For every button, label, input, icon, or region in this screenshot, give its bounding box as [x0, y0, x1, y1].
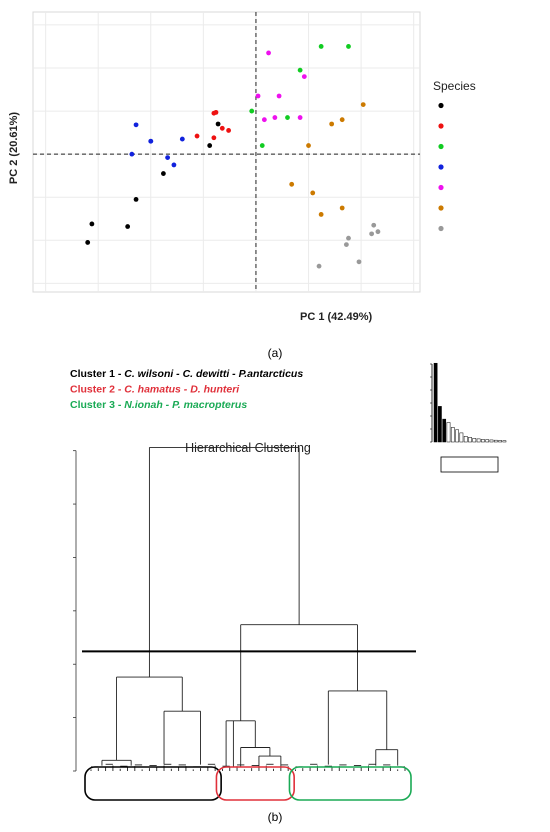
cluster-legend-prefix: Cluster 1 -	[70, 368, 124, 380]
scatter-point-series-6	[371, 222, 377, 228]
cluster-legend-entry: Cluster 3 - N.ionah - P. macropterus	[70, 399, 247, 411]
scatter-point-series-6	[343, 242, 349, 248]
inertia-bar	[450, 427, 455, 443]
cluster-legend: Cluster 1 - C. wilsoni - C. dewitti - P.…	[70, 368, 303, 411]
clustering-panel: Cluster 1 - C. wilsoni - C. dewitti - P.…	[70, 362, 507, 824]
inertia-gain-chart	[430, 362, 507, 473]
scatter-point-series-2	[297, 67, 303, 73]
scatter-point-series-2	[346, 44, 351, 49]
dendrogram-title: Hierarchical Clustering	[185, 441, 311, 455]
inertia-bar	[502, 440, 507, 443]
scatter-point-series-6	[356, 259, 362, 265]
pca-legend: Species	[433, 79, 476, 232]
cluster-legend-species: C. wilsoni - C. dewitti - P.antarcticus	[124, 368, 303, 380]
panel-b-label: (b)	[268, 810, 283, 824]
scatter-point-series-5	[339, 117, 345, 123]
inertia-bar	[433, 362, 438, 443]
cluster-legend-entry: Cluster 2 - C. hamatus - D. hunteri	[70, 384, 240, 396]
cluster-legend-species: C. hamatus - D. hunteri	[124, 384, 240, 396]
scatter-point-series-3	[148, 138, 154, 144]
inertia-bar	[472, 438, 477, 443]
inertia-bar	[442, 418, 447, 443]
cluster-legend-species: N.ionah - P. macropterus	[124, 399, 247, 411]
legend-marker	[438, 123, 444, 129]
pca-plot-area	[32, 11, 421, 293]
inertia-label-box	[440, 456, 499, 473]
scatter-point-series-6	[375, 229, 381, 235]
inertia-bar	[481, 439, 485, 443]
scatter-point-series-5	[339, 205, 345, 211]
legend-marker	[438, 205, 444, 211]
scatter-point-series-6	[346, 235, 351, 241]
scatter-point-series-1	[194, 133, 200, 139]
legend-marker	[438, 164, 444, 170]
pca-x-axis-label: PC 1 (42.49%)	[300, 311, 372, 323]
scatter-point-series-5	[360, 102, 366, 108]
scatter-point-series-0	[85, 240, 91, 245]
inertia-bar	[493, 439, 498, 443]
scatter-point-series-2	[318, 44, 324, 49]
pca-points	[85, 44, 381, 269]
panel-a-label: (a)	[268, 346, 283, 360]
scatter-point-series-2	[249, 108, 255, 114]
scatter-point-series-4	[255, 93, 261, 99]
scatter-point-series-5	[289, 181, 295, 187]
pca-y-axis-label: PC 2 (20.61%)	[8, 112, 20, 184]
scatter-point-series-5	[306, 143, 311, 148]
scatter-point-series-6	[369, 231, 375, 237]
scatter-point-series-1	[213, 109, 219, 115]
legend-marker	[438, 225, 444, 232]
inertia-bar	[489, 439, 494, 443]
scatter-point-series-0	[133, 196, 139, 202]
pca-scatter-panel: PC 1 (42.49%) PC 2 (20.61%) Species (a)	[8, 11, 476, 360]
scatter-point-series-4	[261, 117, 267, 123]
inertia-bar	[468, 437, 472, 443]
scatter-point-series-2	[285, 115, 290, 120]
scatter-point-series-6	[316, 263, 322, 269]
legend-marker	[438, 143, 444, 150]
legend-marker	[438, 102, 444, 109]
scatter-point-series-1	[211, 135, 217, 141]
cluster-legend-prefix: Cluster 3 -	[70, 399, 124, 411]
scatter-point-series-5	[318, 212, 324, 217]
scatter-point-series-0	[89, 221, 95, 227]
inertia-bar	[455, 429, 459, 443]
scatter-point-series-4	[301, 74, 307, 80]
inertia-bar	[463, 436, 468, 443]
scatter-point-series-4	[266, 50, 271, 56]
pca-reference-lines	[33, 12, 420, 292]
inertia-bar	[498, 440, 502, 443]
scatter-point-series-0	[125, 224, 131, 229]
scatter-point-series-3	[133, 122, 139, 128]
scatter-point-series-3	[165, 155, 171, 161]
cluster-legend-entry: Cluster 1 - C. wilsoni - C. dewitti - P.…	[70, 368, 303, 380]
inertia-bar	[438, 406, 442, 443]
inertia-bar	[476, 438, 481, 443]
inertia-bar	[485, 439, 490, 443]
scatter-point-series-3	[129, 151, 135, 157]
cluster-outline-1	[84, 766, 222, 801]
scatter-point-series-3	[171, 162, 177, 168]
legend-marker	[438, 184, 444, 191]
scatter-point-series-2	[259, 143, 265, 148]
cluster-outline-2	[215, 766, 295, 801]
scatter-point-series-5	[310, 190, 316, 196]
dendrogram	[73, 447, 416, 801]
scatter-point-series-0	[161, 171, 166, 176]
inertia-bar	[446, 422, 451, 443]
scatter-point-series-3	[179, 136, 185, 142]
scatter-point-series-1	[219, 125, 225, 131]
inertia-bar	[459, 432, 464, 443]
legend-title: Species	[433, 79, 476, 93]
scatter-point-series-4	[297, 115, 303, 120]
scatter-point-series-5	[329, 121, 335, 127]
scatter-point-series-4	[276, 93, 282, 99]
scatter-point-series-0	[207, 143, 213, 148]
cluster-outline-3	[288, 766, 412, 801]
scatter-point-series-1	[226, 128, 232, 133]
scatter-point-series-0	[215, 121, 221, 127]
scatter-point-series-4	[272, 115, 278, 120]
cluster-legend-prefix: Cluster 2 -	[70, 384, 124, 396]
